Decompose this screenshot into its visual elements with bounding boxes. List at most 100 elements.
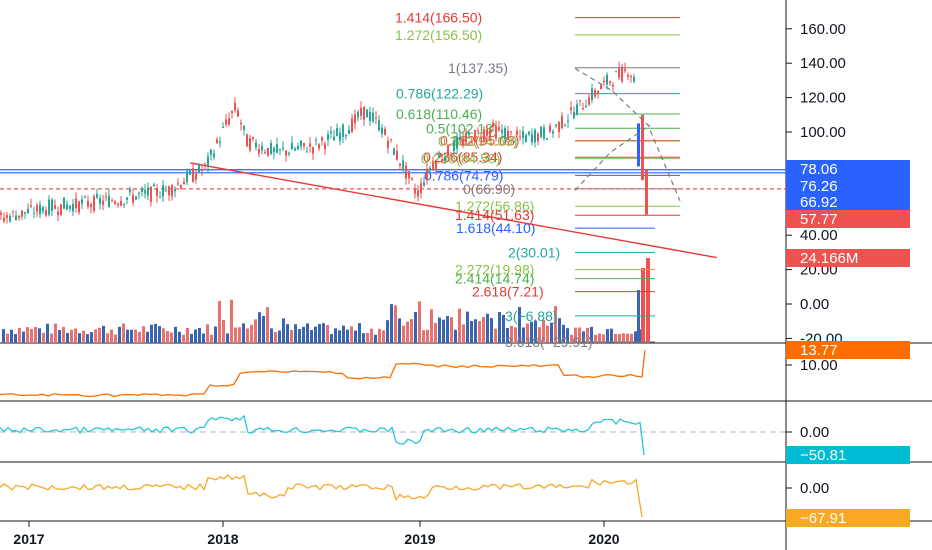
- candle-body: [468, 133, 470, 136]
- axis-tick-label: 2019: [404, 531, 435, 547]
- candle-body: [156, 188, 158, 197]
- volume-bar: [286, 324, 289, 343]
- candle-body: [174, 189, 176, 192]
- fib-label: 0.5(102.18): [426, 120, 498, 136]
- axis-tick-label: 120.00: [800, 90, 846, 107]
- candle-body: [558, 121, 560, 132]
- volume-bar: [622, 333, 625, 343]
- candle-body: [96, 193, 98, 198]
- candle-body: [321, 137, 323, 141]
- candle-body: [486, 129, 488, 136]
- volume-bar: [70, 329, 73, 343]
- volume-bar: [230, 299, 233, 343]
- volume-bar: [641, 268, 645, 343]
- volume-bar: [298, 329, 301, 343]
- volume-bar: [186, 327, 189, 343]
- volume-bar: [430, 309, 433, 343]
- candle-body: [447, 144, 449, 156]
- candle-body: [231, 110, 233, 114]
- volume-bar: [454, 329, 457, 343]
- candle-body: [637, 123, 640, 167]
- volume-bar: [146, 331, 149, 343]
- volume-bar: [450, 317, 453, 343]
- volume-bar: [306, 323, 309, 343]
- volume-bar: [514, 327, 517, 343]
- volume-bar: [354, 330, 357, 343]
- candle-body: [336, 128, 338, 137]
- candle-body: [645, 169, 648, 215]
- candle-body: [219, 141, 221, 143]
- volume-bar: [258, 312, 261, 343]
- candle-body: [348, 129, 350, 134]
- volume-bar: [486, 313, 489, 343]
- volume-bar: [406, 321, 409, 343]
- price-tag-bg: [786, 210, 910, 228]
- volume-bar: [326, 325, 329, 343]
- candle-body: [342, 124, 344, 137]
- candle-body: [441, 159, 443, 162]
- candle-body: [240, 122, 242, 125]
- candle-body: [585, 105, 587, 108]
- candle-body: [108, 195, 110, 208]
- volume-bar: [474, 319, 477, 343]
- volume-bar: [174, 326, 177, 343]
- candle-body: [222, 126, 224, 128]
- candle-body: [6, 215, 8, 218]
- candle-body: [627, 75, 629, 77]
- indicator-line: [0, 414, 645, 456]
- volume-bar: [290, 329, 293, 343]
- volume-bar: [222, 319, 225, 343]
- candle-body: [510, 131, 512, 133]
- candle-body: [378, 120, 380, 131]
- candle-body: [318, 144, 320, 149]
- candle-body: [423, 182, 425, 186]
- volume-bar: [218, 300, 221, 343]
- volume-bar: [358, 323, 361, 343]
- candle-body: [606, 74, 608, 85]
- candle-body: [159, 196, 161, 198]
- candle-body: [591, 88, 593, 101]
- candle-body: [261, 146, 263, 151]
- fib-label: 0.786(74.79): [424, 167, 503, 183]
- axis-tick-label: 100.00: [800, 124, 846, 141]
- candle-body: [147, 187, 149, 196]
- candle-body: [480, 138, 482, 140]
- candle-body: [21, 210, 23, 217]
- volume-bar: [162, 328, 165, 343]
- candle-body: [0, 212, 2, 215]
- fib-label: 1.272(156.50): [395, 27, 482, 43]
- volume-bar: [602, 334, 605, 343]
- volume-bar: [414, 312, 417, 343]
- candle-body: [30, 205, 32, 207]
- volume-bar: [294, 324, 297, 343]
- volume-bar: [198, 327, 201, 343]
- volume-bar: [582, 331, 585, 343]
- candle-body: [375, 117, 377, 119]
- candle-body: [561, 115, 563, 129]
- fib-label: 2.414(14.74): [455, 271, 534, 287]
- volume-bar: [154, 323, 157, 343]
- candle-body: [12, 211, 14, 213]
- volume-bar: [466, 311, 469, 343]
- volume-bar: [2, 329, 5, 343]
- volume-bar: [170, 332, 173, 343]
- candle-body: [576, 104, 578, 115]
- volume-bar: [526, 323, 529, 343]
- candle-body: [641, 114, 644, 181]
- volume-bar: [130, 329, 133, 343]
- candle-body: [489, 129, 491, 137]
- candle-body: [543, 127, 545, 139]
- candle-body: [345, 135, 347, 137]
- volume-bar: [322, 323, 325, 343]
- volume-bar: [6, 333, 9, 343]
- candle-body: [303, 143, 305, 146]
- price-tag-bg: [786, 509, 910, 527]
- candle-body: [297, 146, 299, 150]
- candle-body: [357, 111, 359, 118]
- volume-bar: [566, 328, 569, 343]
- candle-body: [363, 106, 365, 120]
- axis-tick-label: 160.00: [800, 21, 846, 38]
- candle-body: [126, 197, 128, 200]
